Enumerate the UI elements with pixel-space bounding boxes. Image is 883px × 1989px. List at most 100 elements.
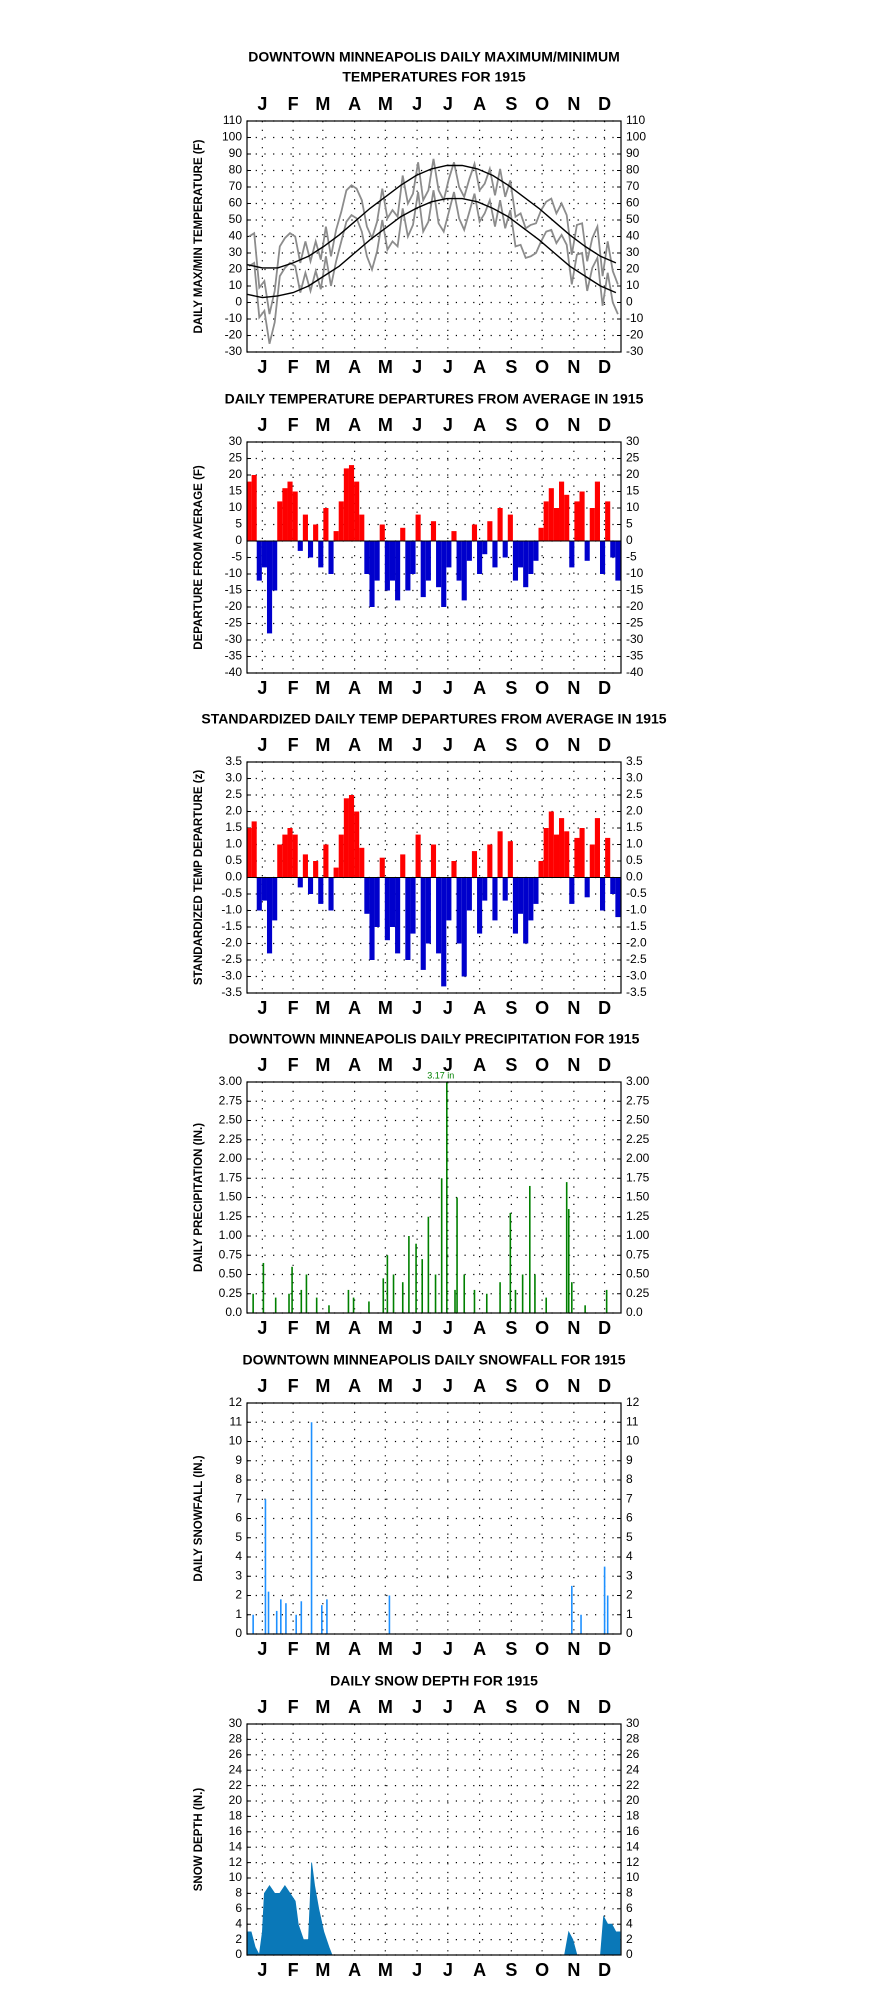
bar <box>436 541 442 588</box>
x-tick-label-top: N <box>567 1055 580 1075</box>
y-tick-label: 10 <box>229 278 243 292</box>
x-tick-label-top: D <box>598 735 611 755</box>
x-tick-label-top: J <box>412 415 422 435</box>
bar <box>543 828 549 878</box>
bar <box>277 844 283 878</box>
y-tick-label-right: 2 <box>626 1932 633 1946</box>
bar <box>252 1614 254 1634</box>
x-tick-label: A <box>473 1318 486 1338</box>
x-tick-label: O <box>535 1960 549 1980</box>
bar <box>440 1178 443 1313</box>
x-tick-label-top: J <box>257 94 267 114</box>
marks <box>252 1082 608 1313</box>
x-tick-label: O <box>535 1639 549 1659</box>
bar <box>374 541 380 581</box>
bar <box>605 1289 608 1313</box>
x-tick-label-top: J <box>412 1697 422 1717</box>
bar <box>567 1209 570 1313</box>
bar <box>441 877 447 987</box>
x-tick-label-top: M <box>378 735 393 755</box>
x-tick-label: D <box>598 998 611 1018</box>
bar <box>553 508 560 541</box>
bar <box>528 541 534 574</box>
x-tick-label: A <box>348 678 361 698</box>
x-tick-label-top: A <box>348 94 361 114</box>
y-tick-label: 60 <box>229 196 243 210</box>
x-tick-label: M <box>315 678 330 698</box>
y-axis-label: SNOW DEPTH (IN.) <box>193 1788 205 1892</box>
bar <box>559 818 565 878</box>
x-tick-label-top: N <box>567 94 580 114</box>
y-axis-label: STANDARDIZED TEMP DEPARTURE (z) <box>193 770 205 985</box>
bar <box>343 468 349 541</box>
x-tick-label: S <box>505 357 517 377</box>
x-tick-label: F <box>288 678 299 698</box>
y-tick-label-right: 30 <box>626 245 640 259</box>
chart-title: DOWNTOWN MINNEAPOLIS DAILY MAXIMUM/MINIM… <box>248 49 620 65</box>
bar <box>565 1182 568 1313</box>
x-tick-label: O <box>535 998 549 1018</box>
y-tick-label: 5 <box>235 1530 242 1544</box>
series-line <box>248 190 619 345</box>
bar <box>434 1274 437 1313</box>
x-tick-label: J <box>412 357 422 377</box>
x-tick-label-top: M <box>378 415 393 435</box>
bar <box>482 877 488 901</box>
x-tick-label-top: M <box>315 735 330 755</box>
x-tick-label: D <box>598 1960 611 1980</box>
bar <box>384 541 390 591</box>
y-tick-label-right: 1.0 <box>626 837 643 851</box>
bar <box>605 501 611 541</box>
y-tick-label-right: 0 <box>626 1947 633 1961</box>
x-tick-label-top: A <box>473 415 486 435</box>
x-tick-label: J <box>443 357 453 377</box>
y-tick-label: 28 <box>229 1732 243 1746</box>
bar <box>533 877 539 904</box>
bar <box>264 1499 267 1634</box>
y-tick-label-right: 10 <box>626 278 640 292</box>
bar <box>420 877 426 970</box>
bar <box>502 541 508 558</box>
bar <box>589 844 595 878</box>
bar <box>272 541 278 591</box>
bar <box>518 541 524 568</box>
x-tick-label: M <box>378 1639 393 1659</box>
y-tick-label: 50 <box>229 212 243 226</box>
y-tick-label: 10 <box>229 1434 243 1448</box>
bar <box>430 521 437 541</box>
bar <box>559 481 565 541</box>
bar <box>297 541 303 551</box>
bar <box>272 877 278 921</box>
y-tick-label: 0 <box>235 1626 242 1640</box>
bar <box>579 828 585 878</box>
bar <box>456 1197 458 1313</box>
x-tick-label: M <box>378 998 393 1018</box>
bar <box>502 877 508 901</box>
bar <box>473 1289 476 1313</box>
y-tick-label-right: 0.75 <box>626 1247 650 1261</box>
y-tick-label: -25 <box>225 616 243 630</box>
x-tick-label-top: O <box>535 94 549 114</box>
x-tick-label: O <box>535 678 549 698</box>
bar <box>321 1605 323 1634</box>
x-tick-label: D <box>598 1318 611 1338</box>
y-tick-label: 0 <box>235 1947 242 1961</box>
bar <box>266 541 273 634</box>
bar <box>415 1243 417 1313</box>
y-tick-label-right: 12 <box>626 1395 640 1409</box>
bar <box>401 1282 404 1313</box>
bar <box>256 541 262 581</box>
y-tick-label: 6 <box>235 1511 242 1525</box>
y-tick-label-right: 1.50 <box>626 1190 650 1204</box>
x-tick-label: N <box>567 1318 580 1338</box>
x-tick-label-top: S <box>505 1376 517 1396</box>
bar <box>348 465 355 541</box>
y-tick-label-right: 30 <box>626 1716 640 1730</box>
y-tick-label-right: 3.0 <box>626 771 643 785</box>
plot-frame <box>246 1723 622 1956</box>
x-tick-label-top: M <box>378 1697 393 1717</box>
bar <box>386 1255 389 1313</box>
bar <box>288 1293 290 1313</box>
y-axis-label: DAILY MAX/MIN TEMPERATURE (F) <box>193 139 205 333</box>
y-tick-label-right: 11 <box>626 1414 639 1428</box>
